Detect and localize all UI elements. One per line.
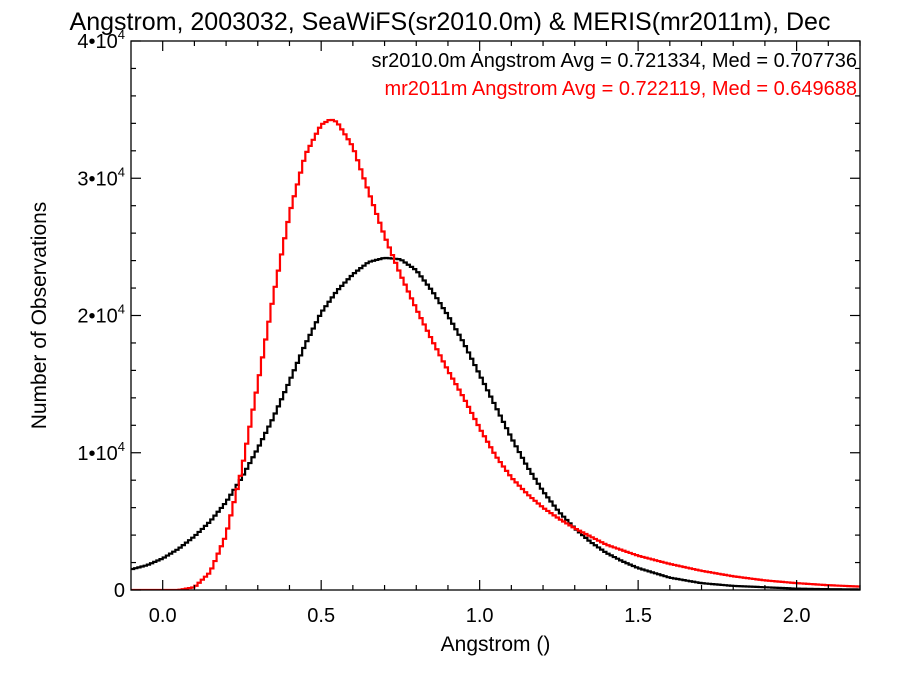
y-tick-label: 1•104 bbox=[77, 439, 125, 465]
y-tick-label: 0 bbox=[114, 580, 125, 602]
y-tick-label: 3•104 bbox=[77, 164, 125, 190]
x-tick-label: 2.0 bbox=[783, 605, 811, 627]
series-line-1 bbox=[131, 118, 860, 590]
annotation-1: mr2011m Angstrom Avg = 0.722119, Med = 0… bbox=[384, 78, 857, 100]
x-tick-label: 0.5 bbox=[307, 605, 335, 627]
series-line-0 bbox=[131, 256, 860, 590]
x-axis-label: Angstrom () bbox=[441, 633, 551, 656]
y-axis-label: Number of Observations bbox=[28, 202, 51, 430]
y-tick-label: 2•104 bbox=[77, 302, 125, 328]
annotation-0: sr2010.0m Angstrom Avg = 0.721334, Med =… bbox=[371, 50, 857, 72]
plot-frame bbox=[130, 40, 861, 591]
x-tick-label: 0.0 bbox=[149, 605, 177, 627]
chart-title: Angstrom, 2003032, SeaWiFS(sr2010.0m) & … bbox=[70, 8, 831, 36]
x-tick-label: 1.0 bbox=[466, 605, 494, 627]
y-tick-label: 4•104 bbox=[77, 27, 125, 53]
x-tick-label: 1.5 bbox=[624, 605, 652, 627]
